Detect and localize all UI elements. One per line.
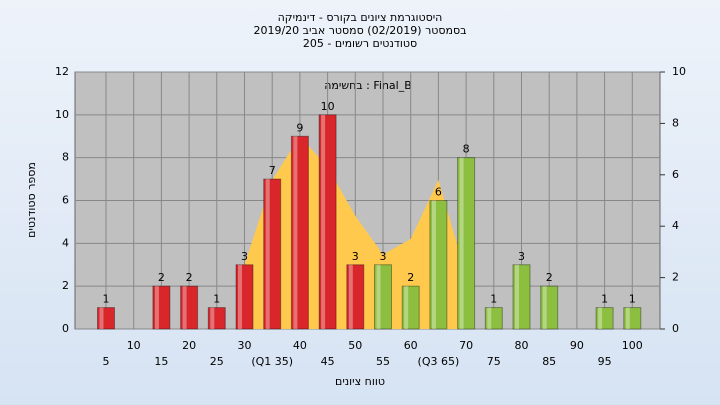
data-label: 10: [321, 100, 335, 113]
x-tick-label: 60: [404, 339, 418, 352]
bar: [290, 135, 309, 330]
bar-shade: [238, 264, 242, 329]
x-tick-label: 30: [238, 339, 252, 352]
y-tick-label: 4: [62, 236, 69, 249]
bar: [263, 178, 282, 330]
y2-tick-label: 0: [672, 322, 679, 335]
bar: [512, 264, 531, 330]
data-label: 2: [186, 271, 193, 284]
bar-shade: [404, 286, 409, 329]
x-tick-label: 40: [293, 339, 307, 352]
annotation: בחשימה : Final_B: [324, 79, 412, 92]
x-tick-label: 80: [515, 339, 529, 352]
x-axis-label: טווח ציונים: [335, 375, 385, 388]
bar-shade: [99, 307, 104, 329]
bar: [429, 200, 448, 330]
bar: [623, 307, 642, 330]
x-tick-label: 90: [570, 339, 584, 352]
bar: [374, 264, 392, 330]
data-label: 1: [490, 293, 497, 306]
x-tick-label: 50: [348, 339, 362, 352]
y2-tick-label: 4: [672, 219, 679, 232]
data-label: 2: [158, 271, 165, 284]
bar: [401, 285, 420, 330]
bar-shade: [542, 286, 547, 329]
x-tick-label: 45: [321, 355, 335, 368]
data-label: 8: [463, 143, 470, 156]
data-label: 1: [601, 293, 608, 306]
bar: [235, 264, 254, 330]
data-label: 2: [546, 271, 553, 284]
x-tick-label: (Q3 65): [418, 355, 460, 368]
data-label: 1: [213, 293, 220, 306]
bar: [457, 157, 476, 330]
bar: [540, 285, 559, 330]
bar-shade: [348, 264, 353, 329]
y-tick-label: 12: [55, 65, 69, 78]
x-tick-label: 95: [598, 355, 612, 368]
chart-title: היסטוגרמת ציונים בקורס - דינמיקה: [278, 11, 443, 24]
bar-shade: [459, 157, 464, 329]
bar: [595, 307, 614, 330]
chart-subtitle: בסמסטר (02/2019) סמסטר אביב 2019/20: [253, 24, 466, 37]
bar-shade: [321, 114, 326, 329]
x-tick-label: 85: [542, 355, 556, 368]
data-label: 7: [269, 164, 276, 177]
x-tick-label: 15: [154, 355, 168, 368]
bar: [152, 285, 171, 330]
bar-shade: [625, 307, 630, 329]
y-tick-label: 2: [62, 279, 69, 292]
y2-tick-label: 10: [672, 65, 686, 78]
bar: [346, 264, 365, 330]
bar: [318, 114, 337, 330]
y2-tick-label: 6: [672, 168, 679, 181]
bar-shade: [182, 286, 187, 329]
bar: [97, 307, 115, 330]
x-tick-label: 10: [127, 339, 141, 352]
bar-shade: [293, 136, 298, 329]
x-tick-label: (Q1 35): [251, 355, 293, 368]
data-label: 6: [435, 186, 442, 199]
data-label: 9: [296, 121, 303, 134]
data-label: 3: [518, 250, 525, 263]
x-tick-label: 25: [210, 355, 224, 368]
y2-tick-label: 8: [672, 116, 679, 129]
bar-shade: [154, 286, 159, 329]
data-label: 3: [380, 250, 387, 263]
bar-shade: [598, 307, 603, 329]
data-label: 3: [241, 250, 248, 263]
bar-shade: [265, 179, 270, 329]
y-axis-label: מספר סטודנטים: [25, 162, 38, 238]
y-tick-label: 8: [62, 151, 69, 164]
y2-tick-label: 2: [672, 271, 679, 284]
x-tick-label: 100: [622, 339, 643, 352]
chart-subtitle: סטודנטים רשומים - 205: [303, 37, 417, 50]
x-tick-label: 55: [376, 355, 390, 368]
bar-shade: [487, 307, 492, 329]
y-tick-label: 0: [62, 322, 69, 335]
data-label: 1: [629, 293, 636, 306]
x-tick-label: 75: [487, 355, 501, 368]
bar-shade: [210, 307, 215, 329]
y-tick-label: 10: [55, 108, 69, 121]
data-label: 1: [103, 293, 110, 306]
x-tick-label: 20: [182, 339, 196, 352]
bar-shade: [376, 264, 381, 329]
y-tick-label: 6: [62, 194, 69, 207]
x-tick-label: 5: [103, 355, 110, 368]
bar: [180, 285, 199, 330]
data-label: 3: [352, 250, 359, 263]
x-tick-label: 70: [459, 339, 473, 352]
bar-shade: [515, 264, 519, 329]
bar: [484, 307, 503, 330]
bar-shade: [431, 200, 436, 329]
bar: [207, 307, 226, 330]
data-label: 2: [407, 271, 414, 284]
